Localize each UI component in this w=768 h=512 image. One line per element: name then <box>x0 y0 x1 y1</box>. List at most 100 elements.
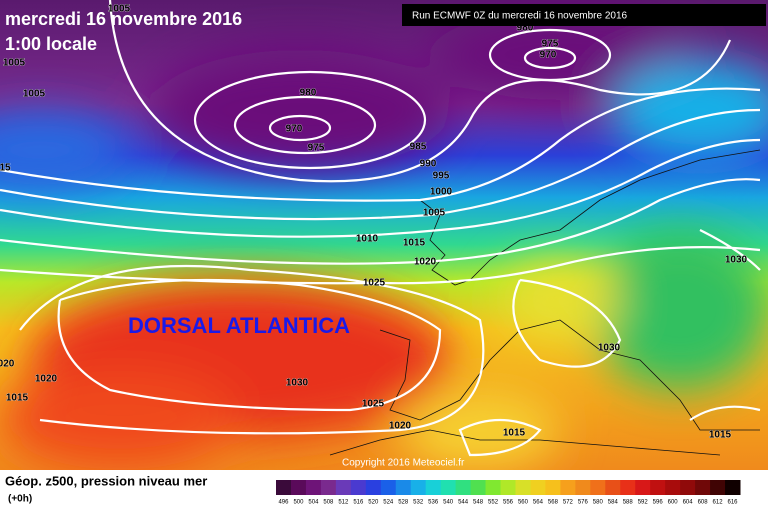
scale-swatch <box>710 480 726 495</box>
scale-swatch <box>455 480 472 495</box>
scale-swatch <box>410 480 427 495</box>
isobar-label: 1005 <box>108 4 131 15</box>
time-text: 1:00 locale <box>5 34 97 54</box>
scale-label: 528 <box>398 500 409 506</box>
scale-swatch <box>425 480 442 495</box>
footer-step: (+0h) <box>8 494 32 505</box>
scale-label: 564 <box>533 500 544 506</box>
scale-label: 536 <box>428 500 439 506</box>
scale-label: 544 <box>458 500 469 506</box>
isobar-label: 1030 <box>725 255 748 266</box>
scale-label: 592 <box>638 500 649 506</box>
isobar-label: 1020 <box>35 374 58 385</box>
isobar-label: 1030 <box>598 343 621 354</box>
scale-label: 576 <box>578 500 589 506</box>
annotation: DORSAL ATLANTICA <box>128 313 350 338</box>
scale-label: 548 <box>473 500 484 506</box>
coastlines <box>329 149 761 456</box>
isobar-label: 975 <box>542 39 559 50</box>
scale-swatch <box>500 480 516 495</box>
scale-label: 608 <box>698 500 709 506</box>
scale-label: 552 <box>488 500 499 506</box>
isobar-label: 1010 <box>356 234 379 245</box>
scale-label: 604 <box>683 500 694 506</box>
scale-label: 568 <box>548 500 559 506</box>
isobar-label: 020 <box>0 359 15 370</box>
scale-swatch <box>485 480 502 495</box>
isobars <box>0 0 760 455</box>
scale-swatch <box>365 480 382 495</box>
scale-label: 612 <box>713 500 724 506</box>
scale-swatch <box>515 480 531 495</box>
isobar-label: 1000 <box>430 187 453 198</box>
run-box <box>402 4 766 26</box>
scale-swatch <box>320 480 337 495</box>
isobar-label: 15 <box>0 163 11 174</box>
scale-label: 596 <box>653 500 664 506</box>
isobar-label: 1005 <box>423 208 446 219</box>
scale-label: 512 <box>338 500 349 506</box>
isobar-label: 1015 <box>503 428 526 439</box>
isobar-label: 970 <box>540 50 557 61</box>
isobar-label: 970 <box>286 124 303 135</box>
scale-swatch <box>620 480 636 495</box>
scale-swatch <box>440 480 457 495</box>
scale-label: 520 <box>368 500 379 506</box>
scale-swatch <box>350 480 367 495</box>
footer-title: Géop. z500, pression niveau mer <box>5 473 207 488</box>
isobar-label: 1025 <box>362 399 385 410</box>
isobar-label: 980 <box>300 88 317 99</box>
isobar-label: 975 <box>308 143 325 154</box>
isobar-label: 1020 <box>414 257 437 268</box>
isobar-label: 990 <box>420 159 437 170</box>
scale-swatch <box>575 480 591 495</box>
scale-swatch <box>305 480 322 495</box>
isobar-label: 985 <box>410 142 427 153</box>
scale-swatch <box>380 480 397 495</box>
scale-label: 588 <box>623 500 634 506</box>
isobar-label: 1015 <box>403 238 426 249</box>
scale-swatch <box>530 480 546 495</box>
scale-swatch <box>545 480 561 495</box>
scale-label: 516 <box>353 500 364 506</box>
scale-label: 540 <box>443 500 454 506</box>
scale-swatch <box>590 480 606 495</box>
scale-swatch <box>635 480 651 495</box>
scale-label: 556 <box>503 500 514 506</box>
isobar-label: 1020 <box>389 421 412 432</box>
scale-swatch <box>276 480 292 495</box>
isobar-label: 1015 <box>6 393 29 404</box>
scale-swatch <box>290 480 307 495</box>
isobar-label: 1015 <box>709 430 732 441</box>
scale-label: 500 <box>293 500 304 506</box>
scale-swatch <box>650 480 666 495</box>
isobar-label: 1030 <box>286 378 309 389</box>
scale-label: 584 <box>608 500 619 506</box>
field-blobs <box>0 10 768 470</box>
scale-swatch <box>560 480 576 495</box>
scale-label: 504 <box>308 500 319 506</box>
copyright: Copyright 2016 Meteociel.fr <box>342 458 465 469</box>
color-scale: 496 500 504 508 512 516 520 524 528 532 536 540 544 5… <box>276 480 741 506</box>
isobar-label: 995 <box>433 171 450 182</box>
scale-label: 560 <box>518 500 529 506</box>
isobar-label: 1025 <box>363 278 386 289</box>
scale-label: 572 <box>563 500 574 506</box>
scale-label: 496 <box>278 500 289 506</box>
scale-swatch <box>335 480 352 495</box>
scale-label: 532 <box>413 500 424 506</box>
scale-label: 616 <box>728 500 739 506</box>
scale-swatch <box>695 480 711 495</box>
scale-label: 524 <box>383 500 394 506</box>
scale-label: 600 <box>668 500 679 506</box>
scale-swatch <box>680 480 696 495</box>
scale-swatch <box>395 480 412 495</box>
date-text: mercredi 16 novembre 2016 <box>5 9 242 29</box>
scale-swatch <box>605 480 621 495</box>
run-text: Run ECMWF 0Z du mercredi 16 novembre 201… <box>412 11 628 22</box>
isobar-label: 1005 <box>3 58 26 69</box>
scale-label: 580 <box>593 500 604 506</box>
scale-swatch <box>725 480 741 495</box>
